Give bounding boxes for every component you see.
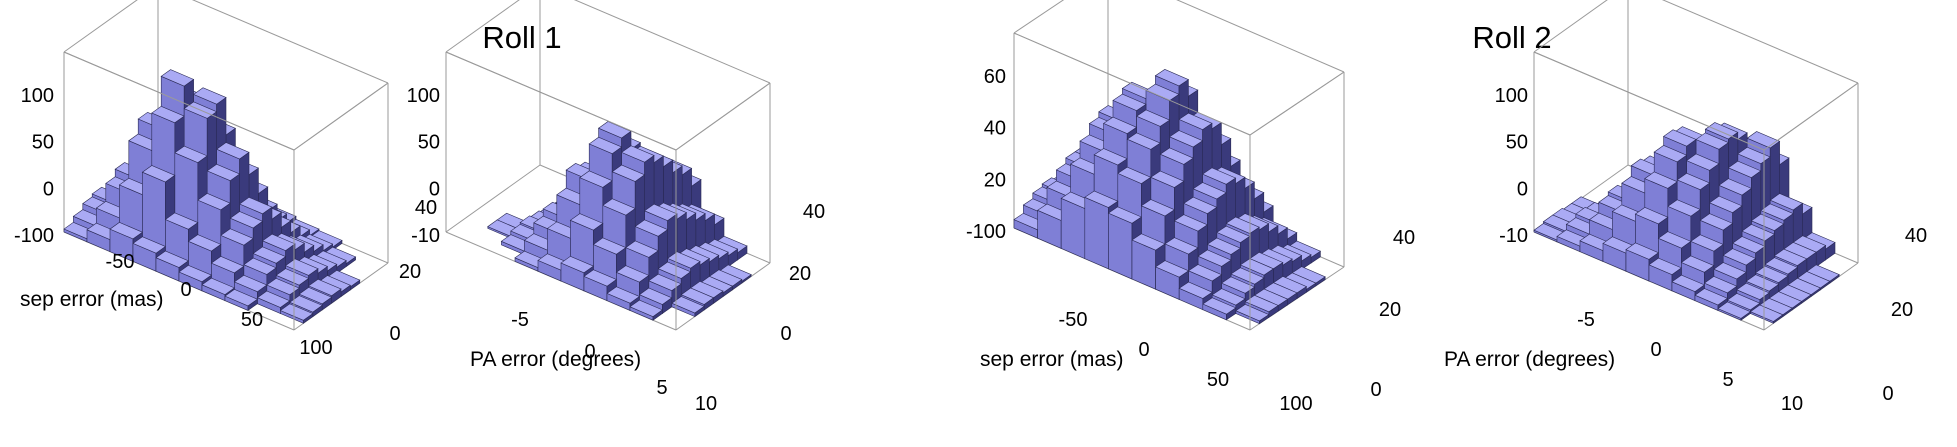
x-tick-label: 0 (1138, 339, 1149, 361)
y-tick-label: 20 (399, 261, 421, 283)
y-tick-label: 20 (1379, 299, 1401, 321)
x-axis-label: PA error (degrees) (1444, 348, 1615, 371)
histogram-bar (256, 290, 291, 315)
histogram-panel-roll-2-sep: 60 40 20 -100 -50 0 50 100 0 20 40 sep error (mas) (966, 0, 1415, 415)
histogram-bar (1202, 297, 1237, 321)
y-tick-labels: 0 20 40 (389, 197, 437, 345)
bounding-box-front (1013, 32, 1345, 330)
x-tick-label: -5 (1577, 309, 1595, 331)
x-tick-label: 50 (1207, 369, 1229, 391)
histogram-bar (1107, 206, 1143, 280)
y-tick-label: 0 (780, 323, 791, 345)
y-tick-labels: 0 20 40 (780, 201, 825, 345)
z-tick-label: 50 (418, 132, 440, 154)
x-tick-label: 50 (241, 309, 263, 331)
z-tick-label: 100 (407, 85, 440, 107)
bars (1533, 122, 1840, 324)
histogram-bar (224, 289, 259, 311)
z-tick-label: -100 (14, 225, 54, 247)
x-tick-label: 5 (1722, 369, 1733, 391)
x-tick-labels: -50 0 50 100 (1059, 309, 1313, 415)
x-tick-label: -50 (106, 251, 135, 273)
y-tick-label: 40 (1393, 227, 1415, 249)
histogram-bar (1235, 304, 1270, 325)
z-tick-label: 0 (1517, 178, 1528, 200)
x-tick-label: 0 (1650, 339, 1661, 361)
y-tick-label: 0 (1370, 379, 1381, 401)
x-tick-label: 100 (1279, 393, 1312, 415)
y-tick-labels: 0 20 40 (1882, 225, 1927, 405)
y-tick-labels: 0 20 40 (1370, 227, 1415, 401)
bounding-box-front (445, 51, 771, 330)
bars (63, 69, 361, 324)
x-tick-label: 100 (299, 337, 332, 359)
bounding-box-front (1533, 51, 1859, 330)
z-tick-label: 40 (984, 118, 1006, 140)
y-tick-label: 40 (415, 197, 437, 219)
x-tick-label: 0 (180, 279, 191, 301)
z-tick-labels: 100 50 0 -100 (14, 85, 54, 247)
z-tick-label: 100 (21, 85, 54, 107)
z-tick-label: 50 (32, 132, 54, 154)
histogram-bar (109, 222, 144, 262)
x-tick-label: 0 (584, 341, 595, 363)
x-tick-labels: -5 0 5 10 (1577, 309, 1803, 415)
x-axis-label: sep error (mas) (980, 348, 1124, 371)
z-tick-labels: 100 50 0 -10 (407, 85, 440, 247)
histogram-bar (671, 296, 705, 318)
bounding-box-front (63, 51, 389, 330)
z-tick-label: 0 (429, 178, 440, 200)
y-tick-label: 20 (789, 263, 811, 285)
histogram-bar (629, 299, 664, 321)
histogram-bar (1749, 304, 1784, 324)
group-title-roll-1: Roll 1 (482, 20, 561, 55)
z-tick-label: 0 (43, 178, 54, 200)
y-tick-label: 0 (1882, 383, 1893, 405)
z-tick-labels: 100 50 0 -10 (1495, 85, 1528, 247)
y-tick-label: 20 (1891, 299, 1913, 321)
z-tick-labels: 60 40 20 -100 (966, 66, 1006, 243)
y-tick-label: 40 (1905, 225, 1927, 247)
z-tick-label: 50 (1506, 132, 1528, 154)
y-tick-label: 0 (389, 323, 400, 345)
z-tick-label: 60 (984, 66, 1006, 88)
x-axis-label: PA error (degrees) (470, 348, 641, 371)
z-tick-label: -10 (411, 225, 440, 247)
z-tick-label: -100 (966, 221, 1006, 243)
x-tick-label: 10 (1781, 393, 1803, 415)
x-tick-labels: -5 0 5 10 (511, 309, 717, 415)
x-axis-label: sep error (mas) (20, 288, 164, 311)
x-tick-label: 5 (656, 377, 667, 399)
x-tick-label: 10 (695, 393, 717, 415)
histogram-bar (178, 264, 213, 292)
bars (487, 121, 752, 321)
z-tick-label: -10 (1499, 225, 1528, 247)
y-tick-label: 40 (803, 201, 825, 223)
z-tick-label: 20 (984, 169, 1006, 191)
histogram-bar (279, 303, 314, 324)
bars (1013, 69, 1326, 325)
x-tick-labels: -50 0 50 100 (106, 251, 333, 359)
group-title-roll-2: Roll 2 (1472, 20, 1551, 55)
x-tick-label: -50 (1059, 309, 1088, 331)
x-tick-label: -5 (511, 309, 529, 331)
z-tick-label: 100 (1495, 85, 1528, 107)
histogram-bar (1717, 301, 1752, 321)
